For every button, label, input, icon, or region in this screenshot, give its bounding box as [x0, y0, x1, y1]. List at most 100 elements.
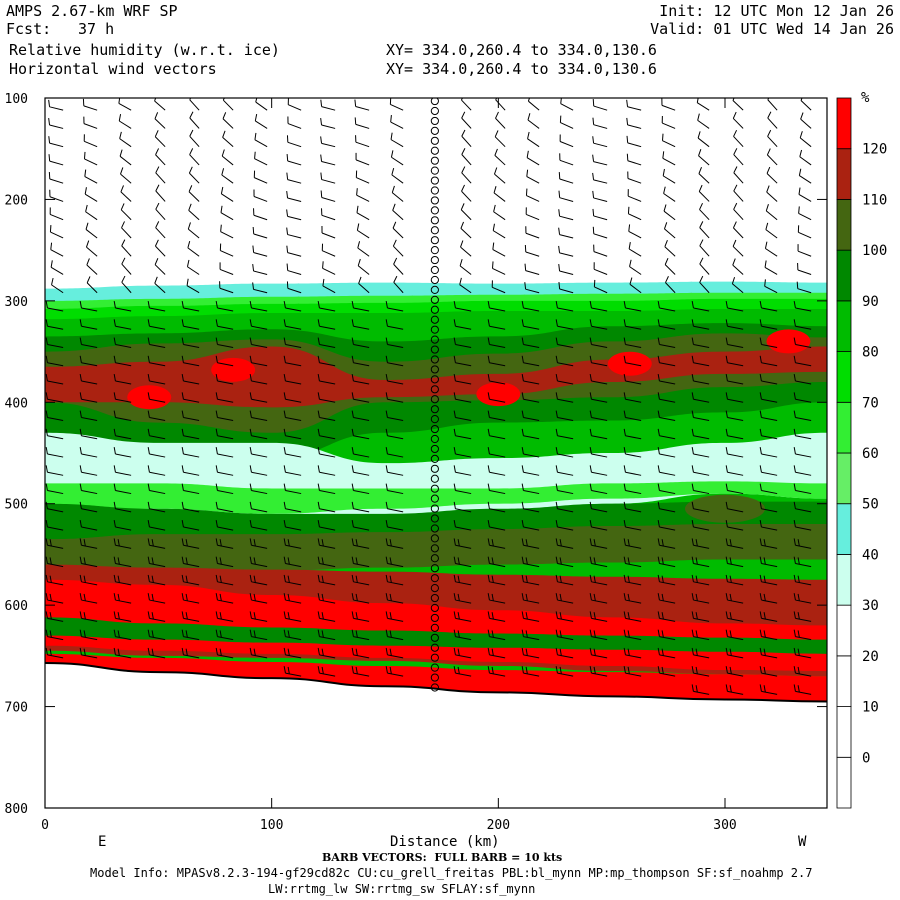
wind-barb — [254, 158, 268, 166]
wind-barb — [254, 177, 268, 184]
wind-barb-flag — [487, 319, 490, 327]
wind-barb — [727, 453, 744, 458]
wind-barb — [81, 654, 98, 659]
wind-barb — [251, 417, 268, 422]
wind-barb-flag — [623, 465, 626, 473]
wind-barb — [322, 267, 336, 275]
wind-barb-flag — [317, 666, 320, 674]
wind-barb — [628, 230, 642, 239]
wind-barb-flag — [147, 611, 150, 619]
colorbar-swatch — [836, 503, 852, 555]
wind-barb-flag — [661, 666, 664, 674]
wind-barb-flag — [657, 319, 660, 327]
wind-barb-flag — [487, 465, 490, 473]
wind-barb-flag — [83, 630, 86, 638]
wind-barb-flag — [797, 685, 800, 693]
wind-barb — [489, 435, 506, 440]
wind-barb — [81, 508, 98, 513]
wind-barb — [115, 563, 132, 568]
wind-barb-flag — [691, 319, 694, 327]
wind-barb — [217, 417, 234, 422]
wind-barb — [662, 175, 676, 184]
wind-barb-flag — [187, 222, 191, 230]
wind-barb-flag — [623, 647, 626, 655]
wind-barb-flag — [188, 185, 193, 192]
wind-barb-flag — [725, 629, 728, 637]
wind-barb — [251, 599, 268, 604]
wind-barb-flag — [487, 392, 490, 400]
wind-barb — [251, 508, 268, 513]
wind-barb-flag — [764, 279, 766, 287]
wind-barb-flag — [79, 392, 82, 400]
wind-barb-flag — [283, 465, 286, 473]
wind-barb — [761, 672, 778, 677]
wind-barb-flag — [79, 538, 82, 546]
wind-barb — [795, 362, 812, 367]
wind-barb-flag — [657, 337, 660, 345]
wind-barb-flag — [589, 337, 592, 345]
wind-barb-flag — [181, 300, 184, 309]
wind-barb — [391, 192, 404, 202]
wind-barb — [47, 654, 64, 659]
wind-barb-flag — [764, 241, 768, 249]
colorbar-label: 20 — [862, 649, 879, 665]
wind-barb-flag — [759, 520, 762, 528]
wind-barb-flag — [453, 666, 456, 674]
wind-barb-flag — [664, 258, 669, 265]
wind-barb-flag — [283, 666, 286, 674]
wind-barb — [591, 471, 608, 476]
wind-barb — [47, 362, 64, 367]
wind-barb-flag — [627, 539, 630, 547]
wind-barb-flag — [657, 574, 660, 582]
wind-barb — [183, 307, 200, 312]
wind-barb-flag — [181, 611, 184, 619]
wind-barb-flag — [79, 501, 82, 509]
wind-barb — [557, 581, 574, 586]
wind-barb — [593, 251, 608, 257]
wind-barb — [489, 526, 506, 531]
wind-barb-flag — [215, 574, 218, 582]
forecast-label: Fcst: — [6, 20, 52, 38]
wind-barb — [493, 211, 506, 221]
wind-barb-flag — [253, 539, 256, 547]
calm-wind-marker — [430, 484, 439, 493]
wind-barb — [659, 581, 676, 586]
wind-barb — [85, 229, 98, 239]
wind-barb — [287, 179, 302, 184]
wind-barb-flag — [626, 117, 629, 125]
wind-barb — [455, 362, 472, 367]
wind-barb-flag — [286, 245, 289, 253]
wind-barb — [455, 581, 472, 586]
wind-barb-flag — [589, 483, 592, 491]
wind-barb-flag — [147, 337, 150, 345]
calm-wind-marker — [430, 564, 439, 573]
wind-barb — [795, 563, 812, 568]
wind-barb — [319, 471, 336, 476]
wind-barb-flag — [691, 611, 694, 619]
wind-barb-flag — [151, 557, 154, 565]
wind-barb — [387, 526, 404, 531]
wind-barb — [84, 158, 98, 166]
wind-barb-flag — [661, 557, 664, 565]
wind-barb-flag — [113, 538, 116, 546]
calm-wind-marker — [430, 444, 439, 454]
wind-barb-flag — [45, 300, 48, 309]
y-tick-label: 300 — [5, 295, 28, 310]
wind-barb — [287, 160, 302, 166]
calm-wind-marker — [430, 176, 439, 185]
colorbar-label: 100 — [862, 243, 887, 259]
wind-barb-flag — [487, 300, 490, 309]
wind-barb — [798, 231, 812, 239]
wind-barb-flag — [181, 556, 184, 564]
wind-barb-flag — [215, 501, 218, 509]
y-tick-label: 800 — [5, 802, 28, 817]
wind-barb-flag — [220, 224, 222, 232]
wind-barb-flag — [589, 374, 592, 382]
wind-barb-flag — [49, 630, 52, 638]
wind-barb-flag — [121, 257, 126, 265]
wind-barb — [625, 343, 642, 349]
wind-barb-flag — [121, 275, 126, 283]
wind-barb — [183, 654, 200, 659]
wind-barb — [557, 490, 574, 495]
wind-barb-flag — [759, 319, 762, 327]
